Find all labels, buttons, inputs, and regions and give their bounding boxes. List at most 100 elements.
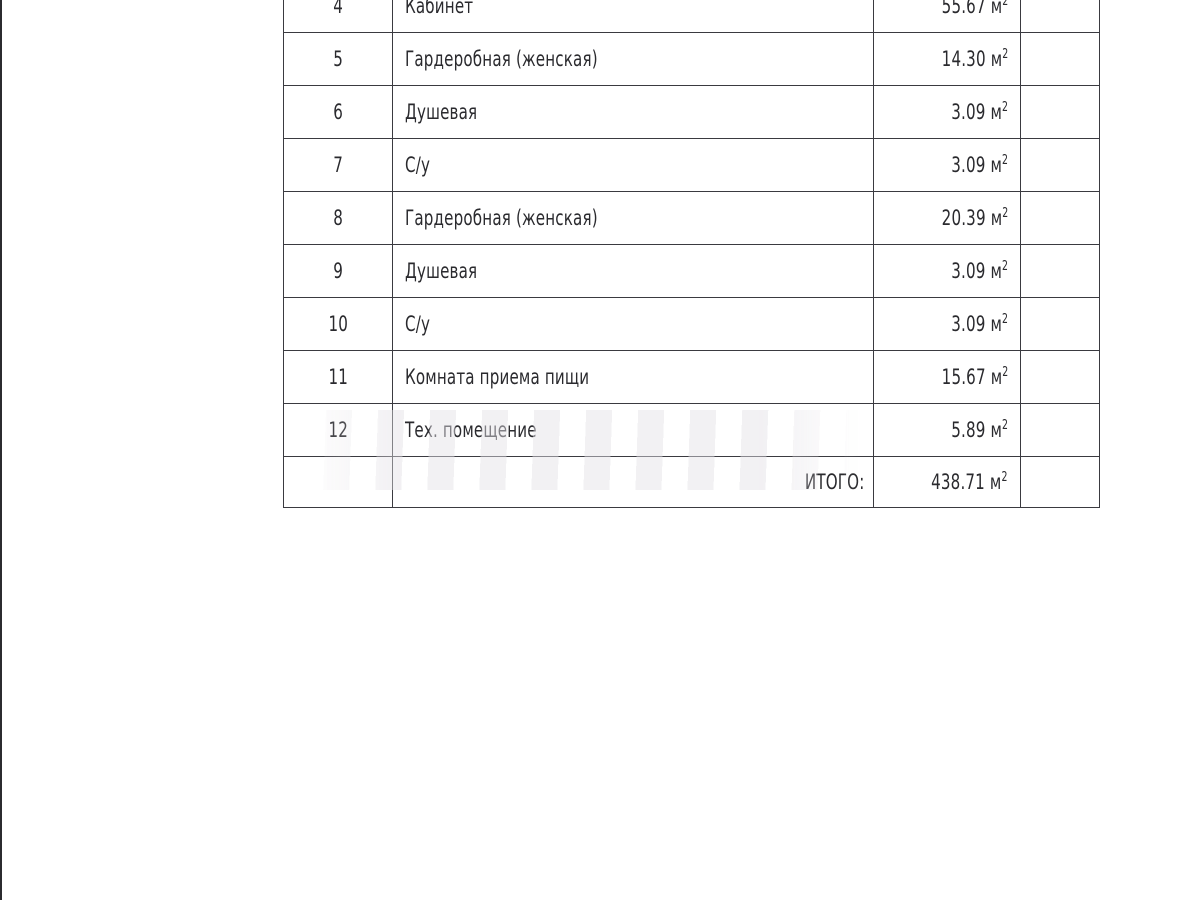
table-row: 11 Комната приема пищи 15.67 м2 (283, 350, 1100, 404)
notes-cell (1020, 32, 1100, 86)
notes-cell (1020, 191, 1100, 245)
row-number-cell: 11 (283, 350, 393, 404)
row-number: 7 (333, 152, 343, 177)
unit-exponent: 2 (1001, 469, 1008, 485)
table-row: 4 Кабинет 55.67 м2 (283, 0, 1100, 33)
row-number-cell: 8 (283, 191, 393, 245)
room-area-cell: 3.09 м2 (873, 138, 1021, 192)
room-area-value: 15.67 (941, 364, 986, 389)
unit-exponent: 2 (1001, 417, 1008, 433)
page-left-edge-rule (0, 0, 2, 900)
room-area-value: 3.09 (951, 258, 986, 283)
row-number: 4 (333, 0, 343, 18)
unit-symbol: м (990, 417, 1002, 442)
unit-exponent: 2 (1001, 0, 1008, 9)
unit-symbol: м (990, 205, 1002, 230)
table-row: 10 С/у 3.09 м2 (283, 297, 1100, 351)
room-name: Тех. помещение (405, 417, 537, 442)
room-name: С/у (405, 152, 431, 177)
room-schedule-body: 4 Кабинет 55.67 м2 5 Гардеробная (женска… (283, 0, 1100, 508)
table-total-row: ИТОГО: 438.71 м2 (283, 456, 1100, 508)
total-label-cell: ИТОГО: (392, 456, 874, 508)
unit-exponent: 2 (1001, 364, 1008, 380)
total-number-cell (283, 456, 393, 508)
unit-exponent: 2 (1001, 46, 1008, 62)
room-area-cell: 3.09 м2 (873, 85, 1021, 139)
room-name-cell: Комната приема пищи (392, 350, 874, 404)
notes-cell (1020, 350, 1100, 404)
row-number-cell: 7 (283, 138, 393, 192)
room-name: Душевая (405, 99, 478, 124)
table-row: 5 Гардеробная (женская) 14.30 м2 (283, 32, 1100, 86)
room-name: Душевая (405, 258, 478, 283)
table-row: 12 Тех. помещение 5.89 м2 (283, 403, 1100, 457)
unit-exponent: 2 (1001, 99, 1008, 115)
row-number: 10 (328, 311, 348, 336)
room-area-cell: 5.89 м2 (873, 403, 1021, 457)
room-area-cell: 15.67 м2 (873, 350, 1021, 404)
room-area-cell: 55.67 м2 (873, 0, 1021, 33)
room-name-cell: Кабинет (392, 0, 874, 33)
room-area-value: 14.30 (941, 46, 986, 71)
notes-cell (1020, 85, 1100, 139)
room-name-cell: Душевая (392, 244, 874, 298)
unit-symbol: м (990, 152, 1002, 177)
room-area-value: 5.89 (951, 417, 986, 442)
total-area-value: 438.71 (931, 469, 986, 494)
room-area-cell: 14.30 м2 (873, 32, 1021, 86)
row-number: 6 (333, 99, 343, 124)
total-label: ИТОГО: (804, 469, 864, 494)
row-number: 12 (328, 417, 348, 442)
room-area-value: 3.09 (951, 152, 986, 177)
room-name: Гардеробная (женская) (405, 205, 598, 230)
notes-cell (1020, 244, 1100, 298)
row-number-cell: 6 (283, 85, 393, 139)
unit-exponent: 2 (1001, 258, 1008, 274)
table-row: 9 Душевая 3.09 м2 (283, 244, 1100, 298)
room-name-cell: Душевая (392, 85, 874, 139)
room-name: С/у (405, 311, 431, 336)
unit-exponent: 2 (1001, 311, 1008, 327)
row-number: 9 (333, 258, 343, 283)
room-name-cell: С/у (392, 297, 874, 351)
row-number: 11 (328, 364, 348, 389)
table-row: 6 Душевая 3.09 м2 (283, 85, 1100, 139)
unit-symbol: м (990, 0, 1002, 18)
row-number-cell: 10 (283, 297, 393, 351)
row-number-cell: 5 (283, 32, 393, 86)
room-area-cell: 3.09 м2 (873, 297, 1021, 351)
room-area-value: 20.39 (941, 205, 986, 230)
table-row: 7 С/у 3.09 м2 (283, 138, 1100, 192)
room-name-cell: С/у (392, 138, 874, 192)
room-name-cell: Тех. помещение (392, 403, 874, 457)
room-area-cell: 3.09 м2 (873, 244, 1021, 298)
total-area-cell: 438.71 м2 (873, 456, 1021, 508)
unit-symbol: м (990, 364, 1002, 389)
unit-symbol: м (990, 311, 1002, 336)
unit-symbol: м (990, 258, 1002, 283)
notes-cell (1020, 403, 1100, 457)
notes-cell (1020, 0, 1100, 33)
room-area-value: 55.67 (941, 0, 986, 18)
unit-symbol: м (990, 469, 1002, 494)
room-name: Кабинет (405, 0, 474, 18)
unit-symbol: м (990, 46, 1002, 71)
row-number: 8 (333, 205, 343, 230)
room-name-cell: Гардеробная (женская) (392, 191, 874, 245)
room-name-cell: Гардеробная (женская) (392, 32, 874, 86)
room-area-cell: 20.39 м2 (873, 191, 1021, 245)
unit-symbol: м (990, 99, 1002, 124)
table-row: 8 Гардеробная (женская) 20.39 м2 (283, 191, 1100, 245)
row-number: 5 (333, 46, 343, 71)
room-name: Гардеробная (женская) (405, 46, 598, 71)
row-number-cell: 4 (283, 0, 393, 33)
notes-cell (1020, 138, 1100, 192)
room-area-value: 3.09 (951, 99, 986, 124)
row-number-cell: 9 (283, 244, 393, 298)
room-name: Комната приема пищи (405, 364, 590, 389)
room-schedule-table: 4 Кабинет 55.67 м2 5 Гардеробная (женска… (283, 0, 1100, 508)
unit-exponent: 2 (1001, 205, 1008, 221)
notes-cell (1020, 456, 1100, 508)
row-number-cell: 12 (283, 403, 393, 457)
notes-cell (1020, 297, 1100, 351)
